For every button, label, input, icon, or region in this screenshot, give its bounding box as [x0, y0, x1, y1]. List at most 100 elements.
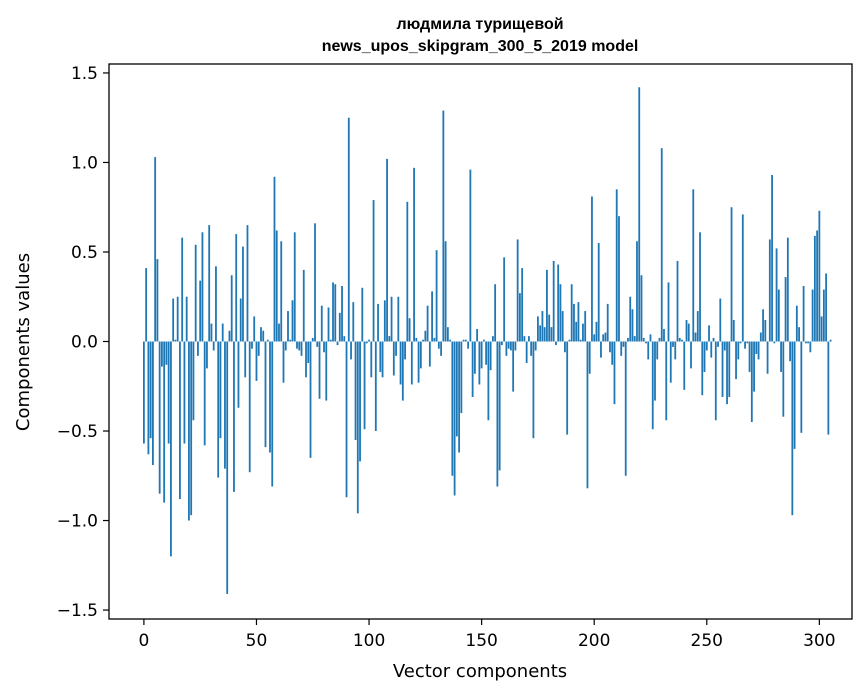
bar	[489, 341, 492, 371]
y-tick-label: −1.0	[57, 512, 98, 532]
bar	[730, 207, 733, 342]
bar	[253, 316, 256, 342]
bar	[683, 341, 686, 390]
bar	[669, 341, 672, 383]
bar	[507, 341, 510, 349]
bar	[528, 336, 530, 342]
bar	[235, 234, 238, 342]
bar	[500, 341, 503, 346]
bar	[795, 305, 798, 342]
bar	[422, 339, 424, 342]
bar	[618, 216, 620, 342]
bar	[575, 321, 578, 342]
bar	[161, 341, 163, 367]
bar	[717, 341, 719, 347]
bar	[329, 339, 332, 342]
bar	[174, 339, 177, 342]
bar	[519, 293, 521, 342]
bar	[604, 332, 607, 342]
y-tick-label: 1.0	[71, 153, 98, 173]
bar	[239, 298, 242, 342]
bar	[318, 341, 321, 399]
bar	[170, 341, 172, 557]
bar	[282, 341, 285, 383]
bar	[762, 309, 764, 342]
bar	[651, 341, 654, 430]
bar	[622, 341, 625, 347]
bar	[559, 284, 562, 342]
bar	[361, 287, 364, 342]
bar	[264, 341, 267, 448]
bar	[197, 341, 199, 356]
bar	[183, 341, 186, 444]
bar	[654, 341, 656, 401]
bar	[431, 291, 433, 342]
bar	[158, 341, 161, 494]
bar	[296, 341, 298, 349]
bar	[676, 260, 679, 342]
bar	[701, 341, 704, 396]
bar	[800, 341, 803, 433]
bar	[791, 341, 794, 516]
bar	[775, 248, 778, 342]
bar	[624, 341, 627, 476]
bar	[215, 266, 217, 342]
bar	[176, 296, 179, 342]
bar	[568, 339, 571, 342]
bar	[588, 341, 591, 374]
bar	[737, 341, 740, 360]
bar	[233, 341, 235, 492]
bar	[305, 341, 307, 378]
bar	[728, 341, 731, 397]
bar	[275, 230, 278, 342]
bar	[199, 280, 202, 342]
bar	[674, 341, 677, 360]
bar	[415, 337, 418, 342]
bar	[336, 341, 339, 346]
bar	[631, 309, 634, 342]
bar	[226, 341, 229, 594]
bar	[473, 341, 476, 374]
bar	[185, 296, 188, 342]
bar	[248, 341, 251, 473]
bar	[201, 232, 204, 342]
bar	[564, 341, 566, 353]
bar	[341, 286, 343, 342]
bar	[658, 337, 661, 342]
bar	[354, 341, 357, 440]
bar	[712, 337, 715, 342]
bar	[455, 341, 458, 437]
bar	[827, 341, 830, 435]
bar	[811, 289, 814, 342]
bar	[419, 341, 422, 369]
bar	[735, 341, 737, 380]
bar	[467, 341, 470, 349]
bar	[723, 341, 726, 351]
bar	[663, 328, 665, 342]
bar	[145, 268, 148, 342]
x-tick-label: 150	[465, 631, 497, 651]
bar	[699, 232, 701, 342]
bar	[167, 341, 170, 444]
bar	[293, 232, 296, 342]
bar	[714, 341, 717, 421]
bar	[593, 334, 596, 342]
bar	[532, 341, 535, 439]
bar	[278, 323, 280, 342]
bar	[181, 237, 184, 342]
bar	[410, 341, 413, 385]
bar	[298, 341, 301, 351]
bar	[323, 341, 325, 353]
bar	[426, 305, 429, 342]
bar	[822, 289, 825, 342]
bar	[503, 257, 506, 342]
bar	[750, 341, 753, 423]
bar	[149, 341, 152, 439]
bar	[482, 339, 485, 342]
bar	[219, 341, 222, 439]
bar	[246, 225, 249, 342]
bar	[771, 175, 773, 342]
bar	[798, 327, 800, 342]
bar	[611, 341, 614, 365]
